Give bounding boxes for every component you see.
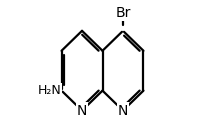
- Text: N: N: [118, 104, 128, 118]
- Text: Br: Br: [115, 6, 131, 20]
- Text: H₂N: H₂N: [38, 84, 62, 97]
- Text: N: N: [77, 104, 87, 118]
